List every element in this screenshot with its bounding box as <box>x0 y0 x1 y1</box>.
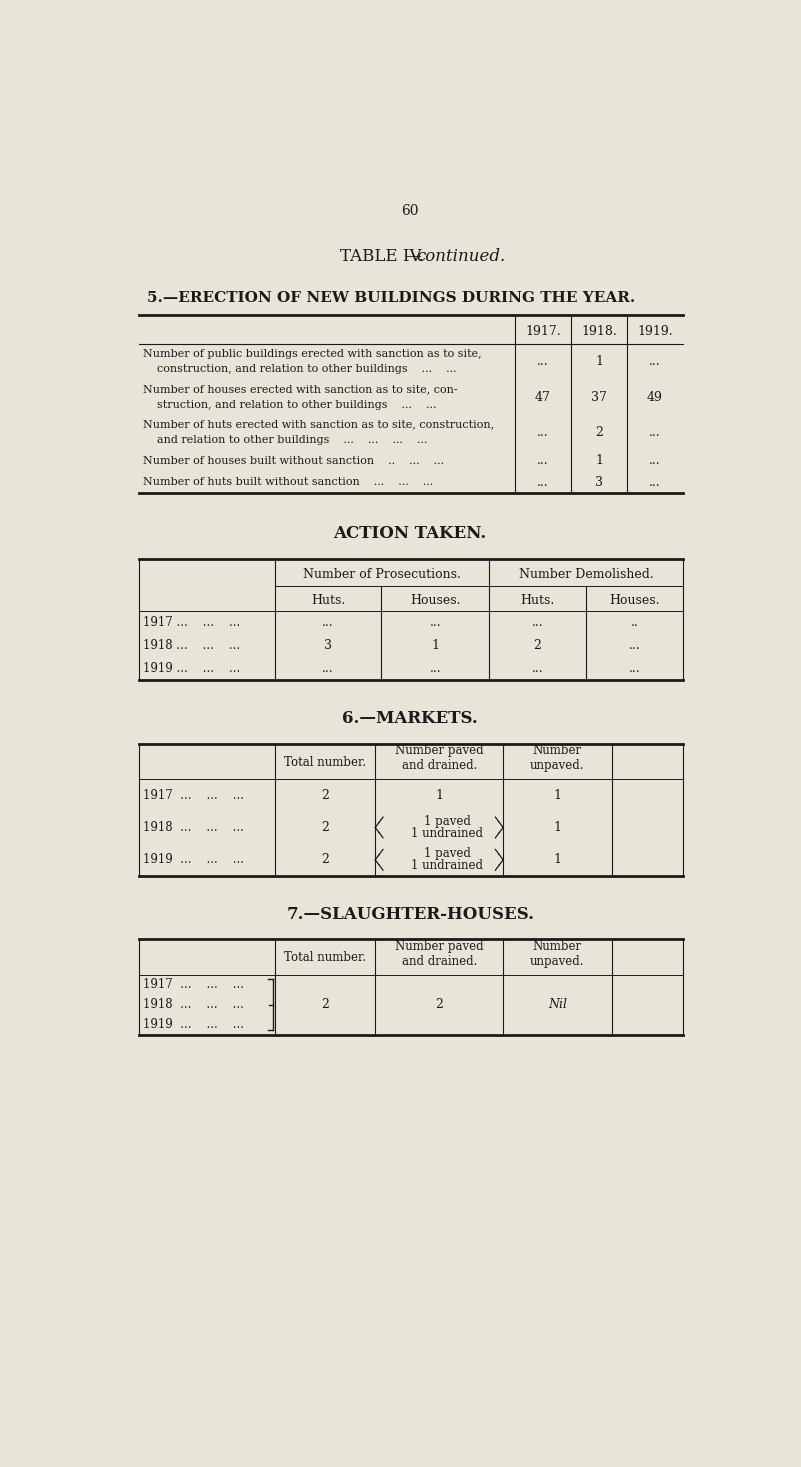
Text: —: — <box>404 248 421 266</box>
Text: 2: 2 <box>321 789 329 801</box>
Text: 1: 1 <box>595 355 603 368</box>
Text: 37: 37 <box>591 390 607 403</box>
Text: ...: ... <box>532 616 543 629</box>
Text: ...: ... <box>650 425 661 439</box>
Text: 49: 49 <box>647 390 663 403</box>
Text: 3: 3 <box>595 475 603 489</box>
Text: ACTION TAKEN.: ACTION TAKEN. <box>333 525 487 541</box>
Text: 1917  ...    ...    ...: 1917 ... ... ... <box>143 978 244 992</box>
Text: ...: ... <box>650 455 661 468</box>
Text: 1: 1 <box>431 640 439 653</box>
Text: TABLE IV.: TABLE IV. <box>340 248 425 266</box>
Text: Number of houses erected with sanction as to site, con-: Number of houses erected with sanction a… <box>143 384 457 395</box>
Text: 1 undrained: 1 undrained <box>411 827 483 839</box>
Text: ...: ... <box>650 475 661 489</box>
Text: Houses.: Houses. <box>410 594 461 607</box>
Text: 1: 1 <box>553 822 562 833</box>
Text: 7.—SLAUGHTER-HOUSES.: 7.—SLAUGHTER-HOUSES. <box>286 907 534 923</box>
Text: struction, and relation to other buildings    ...    ...: struction, and relation to other buildin… <box>143 400 437 409</box>
Text: ...: ... <box>537 355 549 368</box>
Text: 1 paved: 1 paved <box>424 848 470 861</box>
Text: 1: 1 <box>553 854 562 867</box>
Text: 1919.: 1919. <box>638 326 673 337</box>
Text: 5.—ERECTION OF NEW BUILDINGS DURING THE YEAR.: 5.—ERECTION OF NEW BUILDINGS DURING THE … <box>147 290 635 305</box>
Text: 1 paved: 1 paved <box>424 816 470 829</box>
Text: ...: ... <box>629 662 640 675</box>
Text: ...: ... <box>537 455 549 468</box>
Text: 47: 47 <box>535 390 551 403</box>
Text: 1 undrained: 1 undrained <box>411 860 483 871</box>
Text: Number of huts built without sanction    ...    ...    ...: Number of huts built without sanction ..… <box>143 477 433 487</box>
Text: Number of Prosecutions.: Number of Prosecutions. <box>303 568 461 581</box>
Text: 2: 2 <box>533 640 541 653</box>
Text: 6.—MARKETS.: 6.—MARKETS. <box>342 710 478 728</box>
Text: and relation to other buildings    ...    ...    ...    ...: and relation to other buildings ... ... … <box>143 436 427 446</box>
Text: 1919  ...    ...    ...: 1919 ... ... ... <box>143 854 244 867</box>
Text: 60: 60 <box>401 204 419 217</box>
Text: ...: ... <box>429 616 441 629</box>
Text: 1: 1 <box>595 455 603 468</box>
Text: 1: 1 <box>553 789 562 801</box>
Text: 1918.: 1918. <box>582 326 617 337</box>
Text: 2: 2 <box>595 425 603 439</box>
Text: ...: ... <box>650 355 661 368</box>
Text: Number of huts erected with sanction as to site, construction,: Number of huts erected with sanction as … <box>143 420 494 430</box>
Text: 2: 2 <box>321 998 329 1011</box>
Text: 2: 2 <box>321 854 329 867</box>
Text: 1919 ...    ...    ...: 1919 ... ... ... <box>143 662 240 675</box>
Text: 1: 1 <box>435 789 443 801</box>
Text: ...: ... <box>322 616 334 629</box>
Text: Number of houses built without sanction    ..    ...    ...: Number of houses built without sanction … <box>143 456 444 467</box>
Text: Number Demolished.: Number Demolished. <box>519 568 654 581</box>
Text: Nil: Nil <box>548 998 567 1011</box>
Text: ...: ... <box>532 662 543 675</box>
Text: Huts.: Huts. <box>521 594 555 607</box>
Text: ...: ... <box>537 475 549 489</box>
Text: 2: 2 <box>435 998 443 1011</box>
Text: ...: ... <box>537 425 549 439</box>
Text: construction, and relation to other buildings    ...    ...: construction, and relation to other buil… <box>143 364 457 374</box>
Text: 1918  ...    ...    ...: 1918 ... ... ... <box>143 822 244 833</box>
Text: ...: ... <box>429 662 441 675</box>
Text: 1918  ...    ...    ...: 1918 ... ... ... <box>143 998 244 1011</box>
Text: 1918 ...    ...    ...: 1918 ... ... ... <box>143 640 239 653</box>
Text: Number paved
and drained.: Number paved and drained. <box>395 744 484 772</box>
Text: 3: 3 <box>324 640 332 653</box>
Text: 1919  ...    ...    ...: 1919 ... ... ... <box>143 1018 244 1031</box>
Text: continued.: continued. <box>417 248 505 266</box>
Text: Total number.: Total number. <box>284 951 366 964</box>
Text: Houses.: Houses. <box>610 594 660 607</box>
Text: ...: ... <box>322 662 334 675</box>
Text: ...: ... <box>629 640 640 653</box>
Text: Number of public buildings erected with sanction as to site,: Number of public buildings erected with … <box>143 349 481 359</box>
Text: Number
unpaved.: Number unpaved. <box>530 940 585 968</box>
Text: 2: 2 <box>321 822 329 833</box>
Text: Total number.: Total number. <box>284 756 366 769</box>
Text: 1917.: 1917. <box>525 326 561 337</box>
Text: 1917  ...    ...    ...: 1917 ... ... ... <box>143 789 244 801</box>
Text: Number paved
and drained.: Number paved and drained. <box>395 940 484 968</box>
Text: 1917 ...    ...    ...: 1917 ... ... ... <box>143 616 240 629</box>
Text: ..: .. <box>630 616 638 629</box>
Text: Number
unpaved.: Number unpaved. <box>530 744 585 772</box>
Text: Huts.: Huts. <box>311 594 345 607</box>
